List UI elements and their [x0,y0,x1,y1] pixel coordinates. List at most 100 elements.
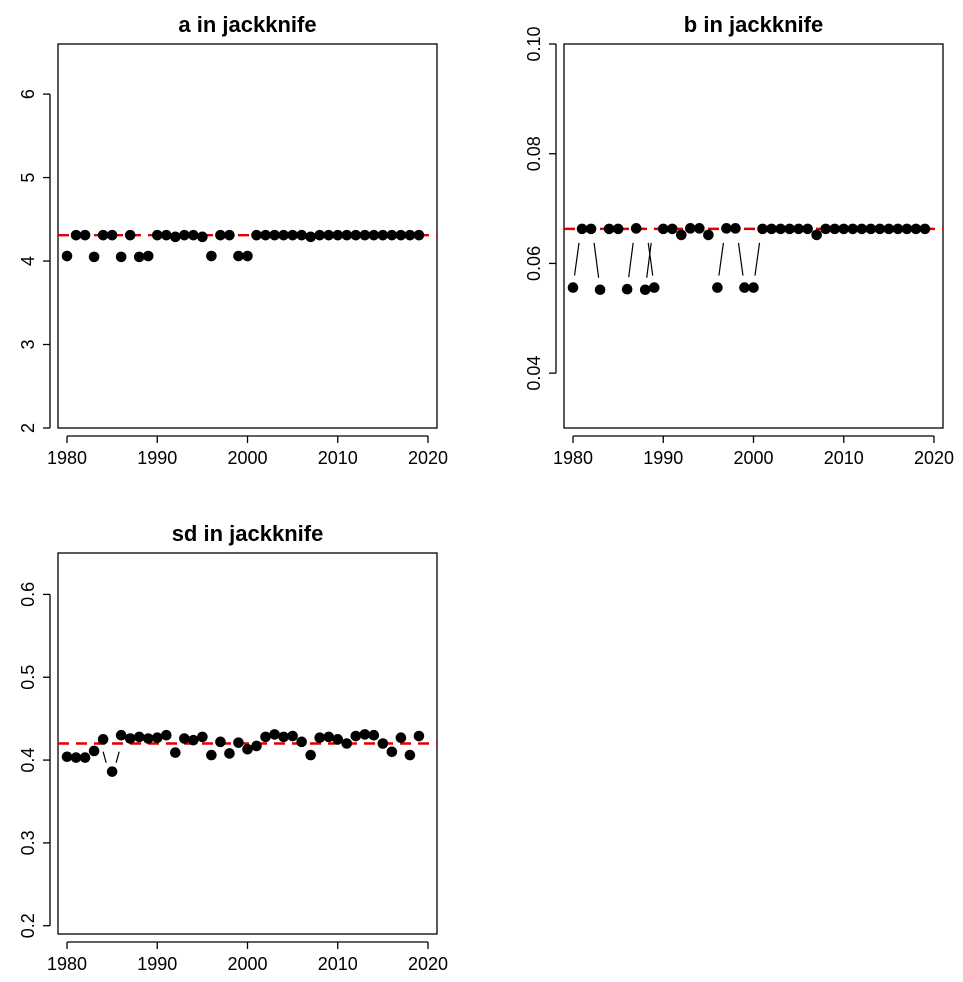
data-point [224,229,235,241]
x-tick-label: 2000 [733,448,773,468]
data-point [206,250,217,262]
data-point [142,733,154,744]
point-connector [573,242,580,276]
y-tick-label: 0.5 [18,665,38,690]
y-tick-label: 4 [18,256,38,266]
data-point [666,223,678,235]
data-point [748,282,759,293]
data-point [79,752,91,763]
panel-3: sd in jackknife 1980 1990 2000 2010 2020 0.2 0.… [18,521,448,974]
data-point [269,229,280,241]
point-connector [737,242,744,276]
y-tick-label: 0.4 [18,748,38,773]
panel-2: b in jackknife 1980 1990 2000 2010 2020 0.04 0.… [524,12,954,468]
data-point [395,229,407,241]
data-point [585,223,597,235]
data-point [694,223,705,234]
data-point [179,229,190,241]
data-point [79,229,91,241]
data-point [603,223,615,235]
point-connector [646,242,652,278]
data-point [730,223,741,234]
data-point [576,223,588,235]
chart-title: sd in jackknife [172,521,324,546]
data-point [160,729,172,741]
data-point [305,231,316,243]
data-point [278,229,289,241]
data-point [88,251,100,263]
data-point [314,732,325,744]
data-point [332,734,344,745]
x-tick-label: 1990 [137,954,177,974]
data-point [657,223,669,235]
data-point [368,229,380,241]
data-point [847,223,859,235]
data-point [413,229,425,241]
chart-title: a in jackknife [178,12,316,37]
data-point [784,223,795,235]
point-connector [628,242,634,278]
data-point [739,282,750,293]
data-point [115,729,127,741]
data-point [685,223,696,234]
y-tick-label: 0.06 [524,246,544,281]
data-point [612,223,624,235]
data-point [395,732,407,744]
data-point [621,283,633,295]
x-tick-label: 2020 [408,448,448,468]
data-point [639,284,651,296]
data-point [413,730,425,742]
chart-title: b in jackknife [684,12,823,37]
data-point [97,734,109,745]
data-point [820,223,831,235]
data-point [115,251,127,263]
data-point [919,223,931,235]
data-point [269,729,280,740]
data-point [386,746,398,758]
data-point [368,729,380,741]
x-tick-label: 1980 [47,448,87,468]
data-point [567,282,579,293]
data-point [703,229,714,241]
panel-1: a in jackknife 1980 1990 2000 2010 2020 2 3 4 5 6 [18,12,448,468]
y-tick-label: 0.04 [524,356,544,391]
data-point [160,229,172,241]
data-point [901,223,913,235]
data-point [88,745,100,757]
data-point [233,737,244,748]
data-point [61,751,73,763]
data-point [377,229,389,241]
data-point [350,730,362,742]
data-point [151,732,163,744]
y-tick-label: 0.08 [524,136,544,171]
data-point [757,223,768,235]
data-point [287,229,298,241]
x-tick-label: 1990 [137,448,177,468]
data-point [359,229,371,241]
data-point [323,229,335,241]
data-point [910,223,922,235]
point-connector [754,242,761,276]
data-point [142,250,154,262]
data-point [766,223,777,235]
data-point [811,229,822,241]
data-point [386,229,398,241]
data-point [296,229,307,241]
data-point [215,736,226,748]
data-point [332,229,344,241]
y-tick-label: 0.10 [524,26,544,61]
point-connector [647,242,654,276]
data-point [712,282,723,293]
data-point [305,749,316,761]
y-tick-label: 6 [18,89,38,99]
data-point [350,229,362,241]
data-point [106,229,118,241]
data-point [124,229,136,241]
y-tick-label: 2 [18,423,38,433]
data-point [170,231,181,243]
data-point [224,748,235,759]
data-point [197,731,208,743]
data-point [323,731,335,743]
data-point [206,749,217,761]
y-tick-label: 0.3 [18,830,38,855]
